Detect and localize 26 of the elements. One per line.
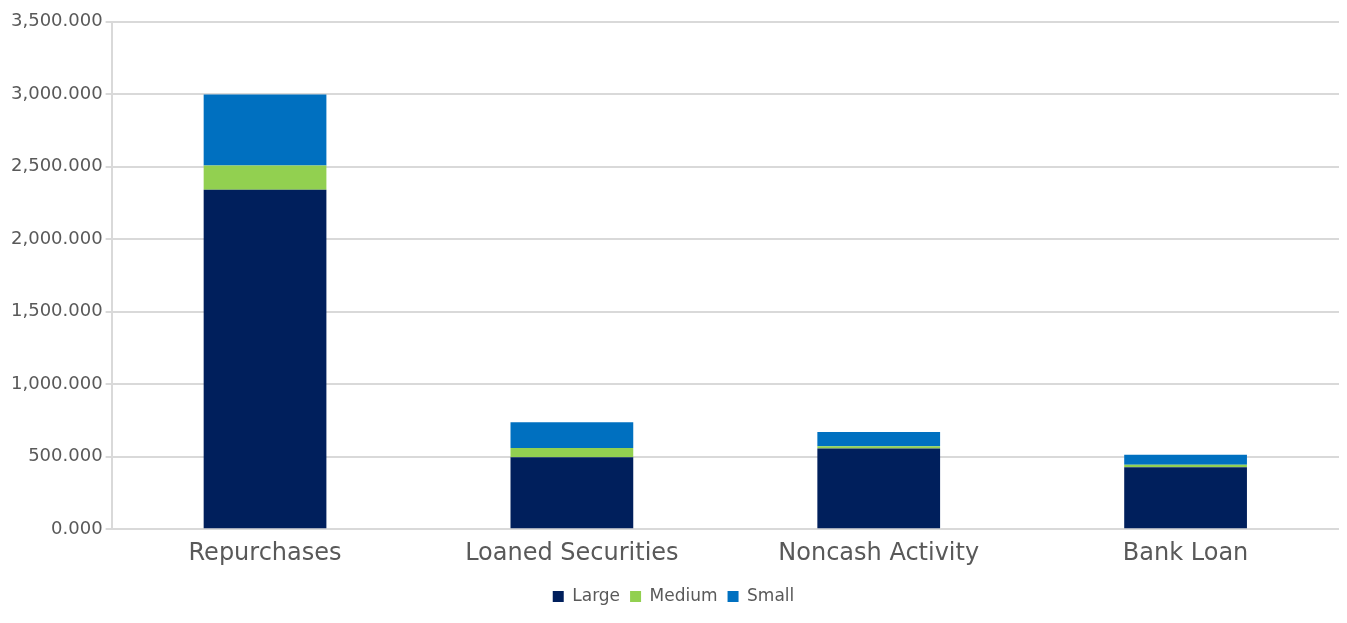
y-tick-label: 1,500.000	[11, 299, 103, 321]
x-tick-label: Noncash Activity	[778, 537, 980, 566]
y-tick-label: 1,000.000	[11, 371, 103, 393]
bar	[203, 94, 327, 166]
bar	[510, 457, 634, 529]
bar	[817, 432, 941, 447]
y-tick-label: 500.000	[28, 444, 103, 466]
x-tick-label: Loaned Securities	[465, 537, 679, 566]
legend-label: Small	[747, 584, 795, 605]
x-tick-label: Repurchases	[188, 537, 342, 566]
bar	[1124, 454, 1247, 465]
bar	[203, 165, 327, 190]
y-tick-label: 3,500.000	[11, 9, 103, 31]
x-tick-label: Bank Loan	[1122, 537, 1249, 566]
bar	[817, 448, 941, 529]
bar	[510, 448, 634, 458]
y-tick-label: 2,500.000	[11, 154, 103, 176]
bar	[1124, 467, 1247, 529]
y-tick-label: 0.000	[51, 516, 103, 538]
bar	[203, 189, 327, 529]
y-tick-label: 2,000.000	[11, 226, 103, 248]
legend-label: Large	[572, 584, 621, 605]
y-tick-label: 3,000.000	[11, 81, 103, 103]
bar	[510, 422, 634, 449]
legend-label: Medium	[649, 584, 718, 605]
bar	[817, 446, 941, 449]
